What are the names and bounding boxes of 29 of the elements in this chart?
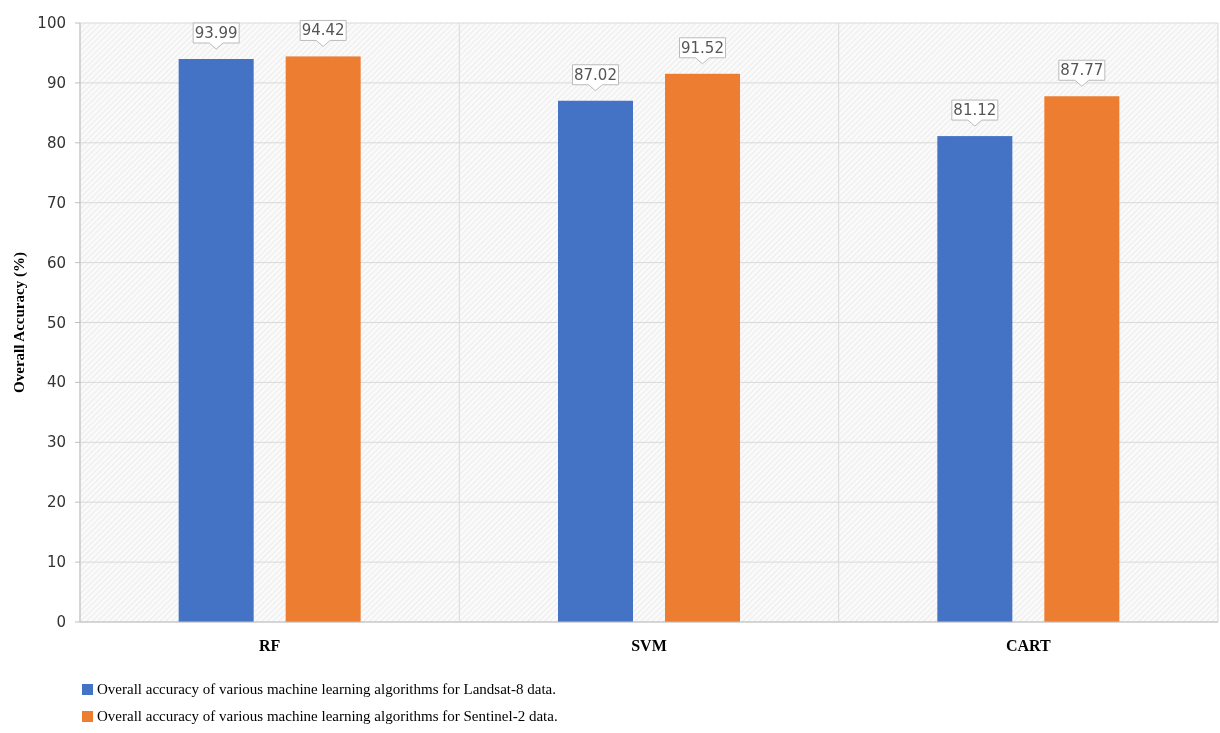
y-tick-label: 10: [46, 553, 66, 572]
data-label: 93.99: [194, 24, 238, 42]
bar: [1044, 96, 1120, 622]
y-tick-label: 0: [56, 613, 66, 631]
bar: [178, 59, 254, 622]
y-tick-label: 30: [46, 433, 66, 452]
data-label: 87.02: [574, 65, 617, 84]
y-tick-label: 100: [37, 14, 66, 32]
bar: [665, 73, 740, 622]
bar: [285, 56, 361, 622]
y-tick-label: 80: [46, 133, 66, 152]
y-tick-label: 20: [46, 493, 66, 512]
y-tick-label: 40: [46, 373, 66, 392]
legend-label: Overall accuracy of various machine learning algorithms for Sentinel-2 data.: [97, 708, 558, 724]
y-tick-label: 70: [46, 193, 66, 212]
data-label: 91.52: [681, 38, 724, 57]
legend-label: Overall accuracy of various machine learning algorithms for Landsat-8 data.: [97, 681, 556, 697]
x-tick-label: SVM: [631, 637, 667, 654]
x-tick-label: RF: [259, 637, 281, 654]
data-label: 94.42: [301, 21, 345, 40]
y-axis-title: Overall Accuracy (%): [11, 252, 28, 393]
bar: [558, 100, 633, 622]
y-tick-label: 50: [46, 313, 66, 332]
x-tick-label: CART: [1005, 637, 1052, 654]
data-label: 87.77: [1060, 61, 1104, 80]
data-label: 81.12: [953, 101, 997, 120]
y-tick-label: 60: [46, 253, 66, 272]
bar: [937, 136, 1013, 622]
y-tick-label: 90: [46, 73, 66, 92]
